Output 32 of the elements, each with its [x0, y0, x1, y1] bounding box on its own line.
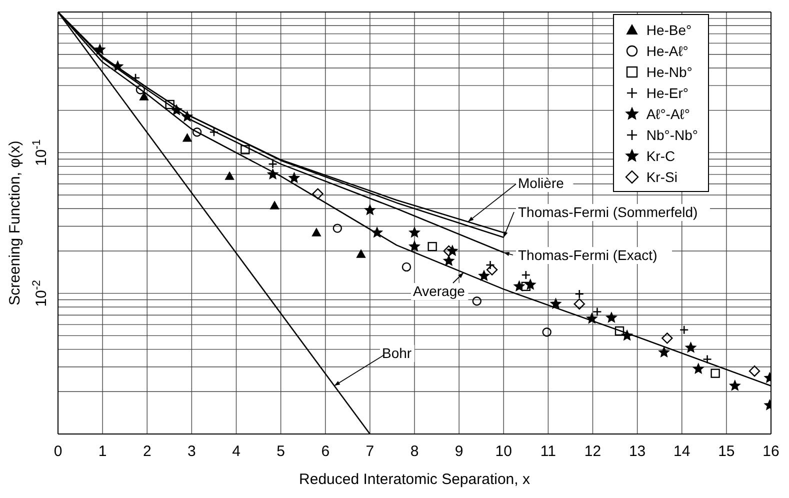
x-tick-label: 5	[276, 443, 285, 460]
x-tick-label: 8	[410, 443, 419, 460]
x-tick-label: 13	[628, 443, 646, 460]
x-tick-label: 9	[454, 443, 464, 460]
x-tick-label: 7	[366, 443, 374, 460]
text: Molière	[518, 175, 564, 191]
series-label: Average	[413, 283, 466, 299]
x-axis-title: Reduced Interatomic Separation, x	[299, 471, 530, 488]
legend-label: He-Er°	[646, 84, 689, 100]
x-tick-label: 12	[584, 443, 602, 460]
legend-label: Kr-Si	[646, 168, 678, 184]
x-tick-label: 6	[321, 443, 330, 460]
x-tick-label: 16	[762, 443, 780, 460]
x-tick-label: 4	[232, 443, 240, 460]
x-tick-label: 10	[495, 443, 512, 460]
x-tick-label: 15	[718, 443, 735, 460]
legend-label: Thomas-Fermi (Exact)	[518, 247, 658, 263]
y-axis-title: Screening Function, φ(x)	[6, 140, 24, 306]
legend-label: He-Nb°	[646, 64, 692, 80]
legend-label: He-Aℓ°	[646, 42, 688, 58]
x-tick-label: 11	[540, 443, 556, 460]
x-tick-label: 1	[98, 443, 107, 460]
x-tick-label: 3	[188, 443, 196, 460]
x-tick-label: 2	[142, 443, 152, 460]
x-tick-label: 14	[674, 443, 690, 460]
legend-label: He-Be°	[646, 22, 692, 38]
series-label: Thomas-Fermi (Sommerfeld)	[518, 204, 698, 220]
legend-label: Kr-C	[646, 148, 676, 164]
x-tick-label: 0	[54, 443, 62, 460]
text: Bohr	[382, 345, 412, 361]
legend-label: Aℓ°-Aℓ°	[646, 106, 690, 122]
legend-label: Nb°-Nb°	[646, 126, 698, 142]
